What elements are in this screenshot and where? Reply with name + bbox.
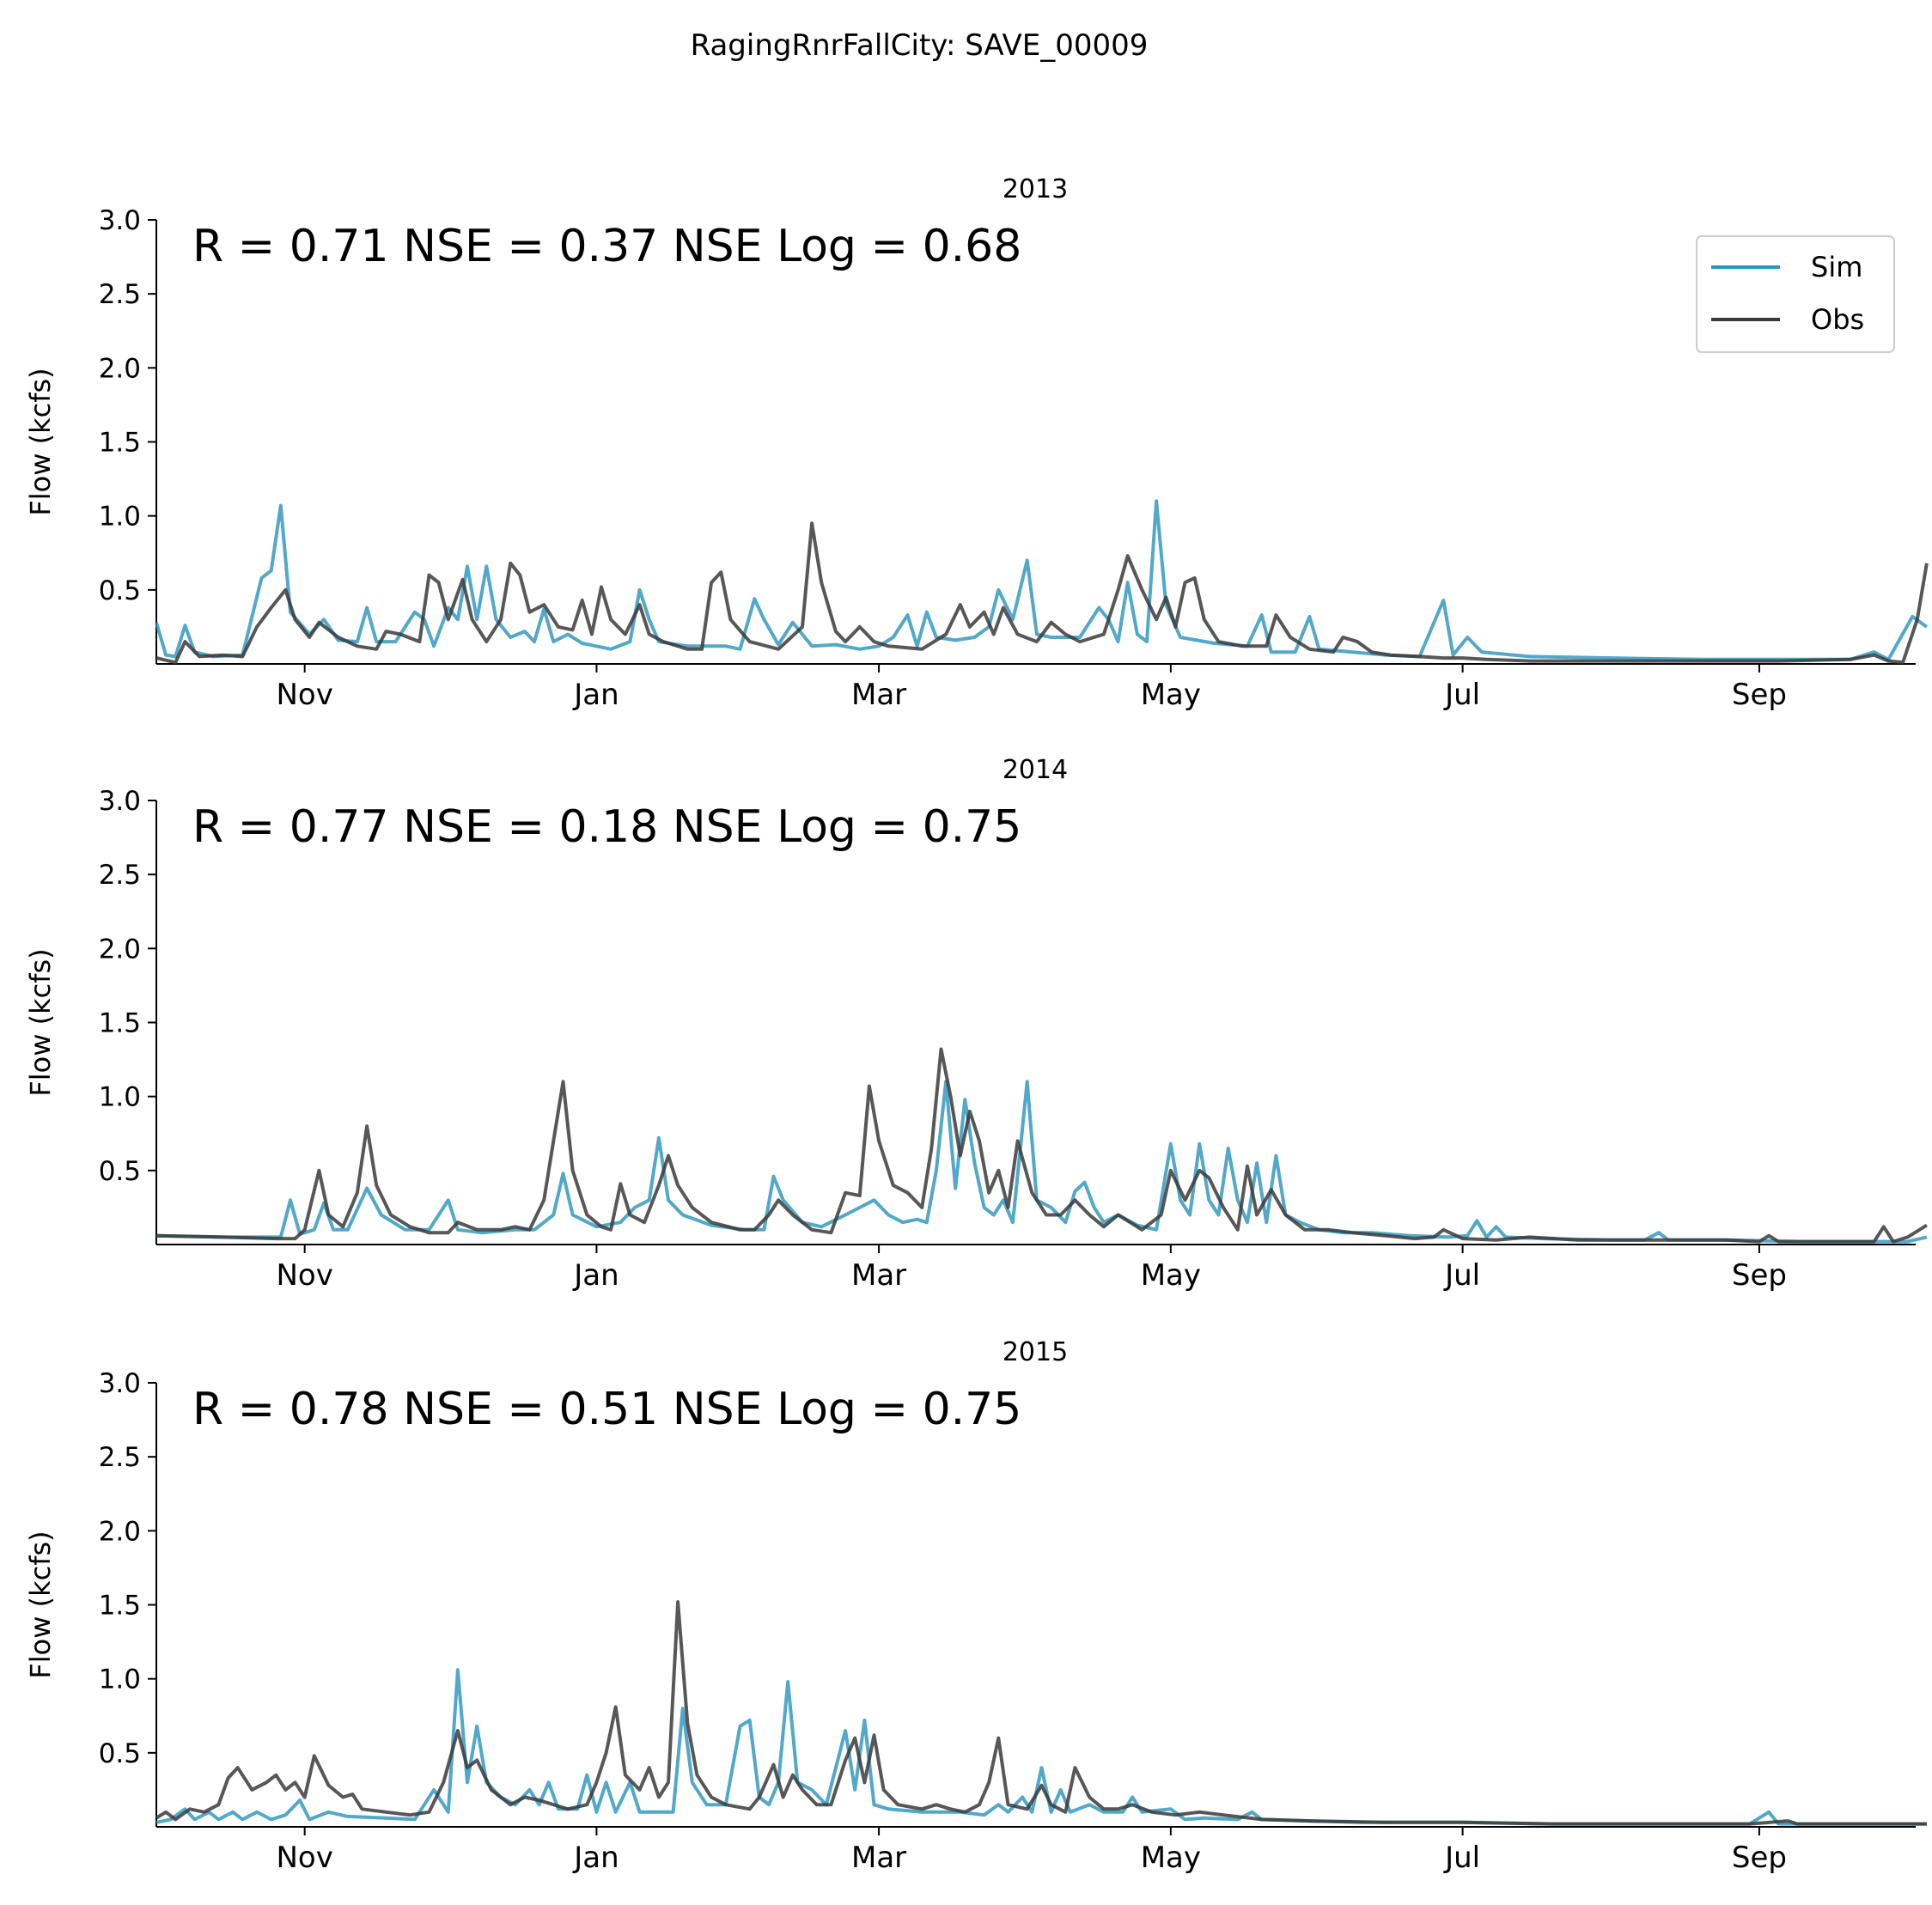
y-tick-label: 2.0: [99, 934, 141, 965]
y-tick-label: 2.0: [99, 353, 141, 384]
obs-series-line: [155, 521, 1929, 665]
y-axis-label: Flow (kcfs): [24, 368, 57, 515]
y-tick-label: 3.0: [99, 786, 141, 817]
x-tick-label: Jan: [572, 1841, 619, 1875]
sim-series-line: [155, 1668, 1927, 1826]
x-tick-label: Sep: [1732, 1258, 1787, 1293]
legend-obs-label: Obs: [1811, 303, 1864, 336]
y-tick-label: 1.5: [99, 1591, 141, 1622]
y-tick-label: 3.0: [99, 205, 141, 236]
x-tick-label: Sep: [1732, 678, 1787, 712]
y-tick-label: 0.5: [99, 1156, 141, 1187]
x-tick-label: Jul: [1443, 1841, 1480, 1875]
x-tick-label: Jan: [572, 678, 619, 712]
y-tick-label: 1.0: [99, 502, 141, 533]
y-axis-label: Flow (kcfs): [24, 948, 57, 1096]
legend-box: [1696, 235, 1895, 353]
x-tick-label: May: [1141, 1841, 1201, 1875]
y-tick-label: 1.5: [99, 428, 141, 459]
x-tick-label: Nov: [276, 678, 332, 712]
y-tick-label: 1.0: [99, 1665, 141, 1695]
y-tick-label: 1.0: [99, 1082, 141, 1113]
y-tick-label: 1.5: [99, 1008, 141, 1039]
panel-title: 2015: [1003, 1337, 1068, 1367]
stats-annotation: R = 0.78 NSE = 0.51 NSE Log = 0.75: [192, 1384, 1021, 1435]
y-tick-label: 0.5: [99, 1738, 141, 1769]
figure-suptitle: RagingRnrFallCity: SAVE_00009: [691, 28, 1149, 63]
x-tick-label: Nov: [276, 1258, 332, 1293]
x-tick-label: May: [1141, 678, 1201, 712]
y-tick-label: 3.0: [99, 1368, 141, 1399]
y-tick-label: 0.5: [99, 575, 141, 606]
obs-series-line: [155, 1600, 1927, 1826]
panel-title: 2013: [1003, 174, 1068, 204]
panel-title: 2014: [1003, 755, 1068, 785]
y-tick-label: 2.5: [99, 279, 141, 310]
x-tick-label: Mar: [851, 678, 906, 712]
x-tick-label: Mar: [851, 1841, 906, 1875]
x-tick-label: May: [1141, 1258, 1201, 1293]
x-tick-label: Jul: [1443, 678, 1480, 712]
y-tick-label: 2.5: [99, 860, 141, 891]
legend-sim-label: Sim: [1811, 251, 1862, 283]
x-tick-label: Mar: [851, 1258, 906, 1293]
y-tick-label: 2.0: [99, 1516, 141, 1547]
x-tick-label: Jul: [1443, 1258, 1480, 1293]
y-axis-label: Flow (kcfs): [24, 1531, 57, 1678]
obs-series-line: [155, 1047, 1928, 1244]
stats-annotation: R = 0.71 NSE = 0.37 NSE Log = 0.68: [192, 221, 1021, 272]
x-tick-label: Nov: [276, 1841, 332, 1875]
stats-annotation: R = 0.77 NSE = 0.18 NSE Log = 0.75: [192, 801, 1021, 853]
sim-series-line: [155, 1080, 1928, 1244]
x-tick-label: Jan: [572, 1258, 619, 1293]
x-tick-label: Sep: [1732, 1841, 1787, 1875]
y-tick-label: 2.5: [99, 1442, 141, 1473]
